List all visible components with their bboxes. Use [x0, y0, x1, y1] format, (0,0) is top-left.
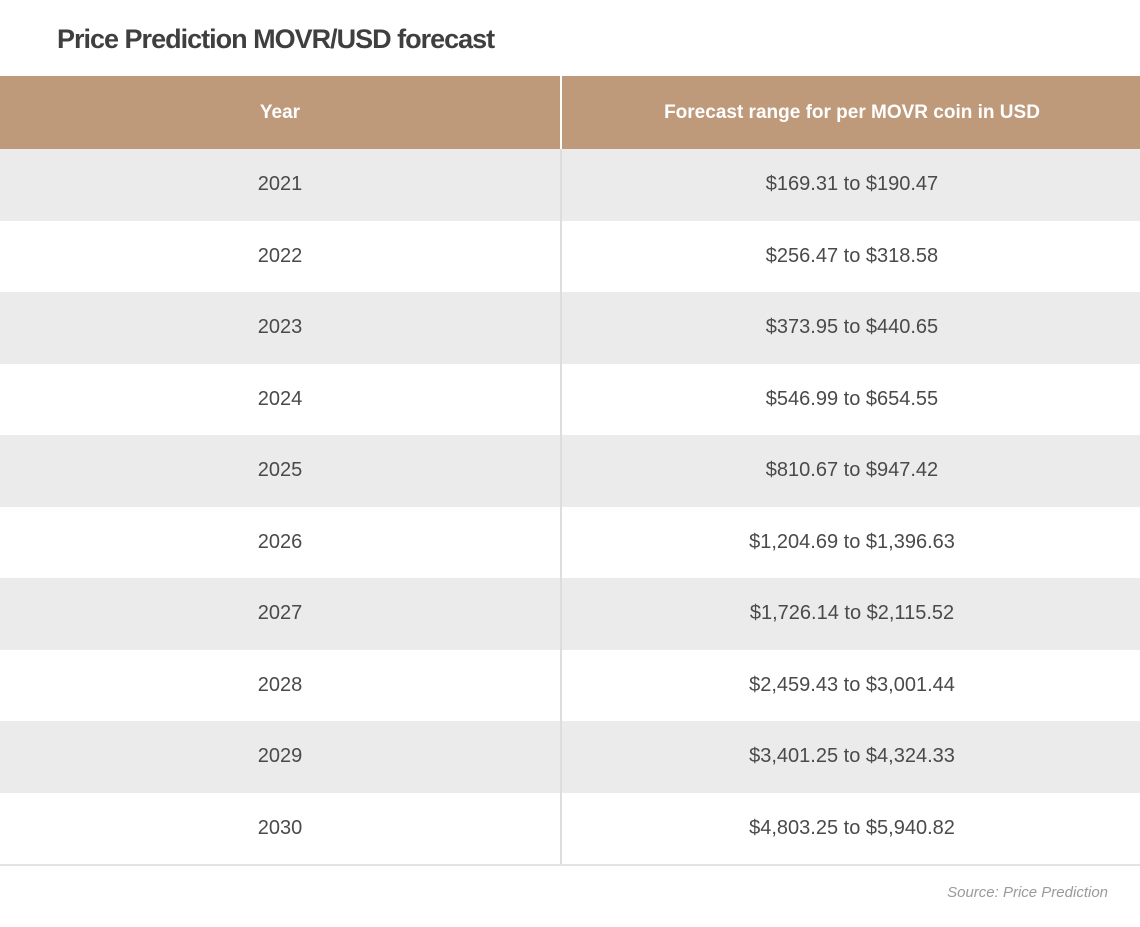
- forecast-table: Year Forecast range for per MOVR coin in…: [0, 76, 1140, 866]
- table-row: 2026 $1,204.69 to $1,396.63: [0, 506, 1140, 578]
- range-cell: $1,204.69 to $1,396.63: [561, 506, 1140, 578]
- year-cell: 2027: [0, 578, 562, 650]
- table-row: 2022 $256.47 to $318.58: [0, 220, 1140, 292]
- table-row: 2027 $1,726.14 to $2,115.52: [0, 578, 1140, 650]
- range-cell: $169.31 to $190.47: [561, 149, 1140, 221]
- range-cell: $373.95 to $440.65: [561, 292, 1140, 364]
- year-cell: 2029: [0, 721, 562, 793]
- year-cell: 2026: [0, 506, 562, 578]
- range-cell: $2,459.43 to $3,001.44: [561, 649, 1140, 721]
- table-row: 2023 $373.95 to $440.65: [0, 292, 1140, 364]
- page-title: Price Prediction MOVR/USD forecast: [57, 24, 495, 54]
- year-cell: 2022: [0, 220, 562, 292]
- range-cell: $3,401.25 to $4,324.33: [561, 721, 1140, 793]
- table-row: 2024 $546.99 to $654.55: [0, 363, 1140, 435]
- year-cell: 2021: [0, 149, 562, 221]
- year-cell: 2024: [0, 363, 562, 435]
- header-forecast-range: Forecast range for per MOVR coin in USD: [561, 76, 1140, 149]
- year-cell: 2023: [0, 292, 562, 364]
- range-cell: $810.67 to $947.42: [561, 435, 1140, 507]
- table-header-row: Year Forecast range for per MOVR coin in…: [0, 76, 1140, 149]
- year-cell: 2030: [0, 792, 562, 866]
- range-cell: $1,726.14 to $2,115.52: [561, 578, 1140, 650]
- table-row: 2021 $169.31 to $190.47: [0, 149, 1140, 221]
- table-row: 2029 $3,401.25 to $4,324.33: [0, 721, 1140, 793]
- range-cell: $4,803.25 to $5,940.82: [561, 792, 1140, 866]
- year-cell: 2028: [0, 649, 562, 721]
- source-note: Source: Price Prediction: [947, 884, 1108, 901]
- range-cell: $256.47 to $318.58: [561, 220, 1140, 292]
- header-year: Year: [0, 76, 562, 149]
- table-row: 2030 $4,803.25 to $5,940.82: [0, 792, 1140, 866]
- range-cell: $546.99 to $654.55: [561, 363, 1140, 435]
- table-row: 2025 $810.67 to $947.42: [0, 435, 1140, 507]
- year-cell: 2025: [0, 435, 562, 507]
- table-row: 2028 $2,459.43 to $3,001.44: [0, 649, 1140, 721]
